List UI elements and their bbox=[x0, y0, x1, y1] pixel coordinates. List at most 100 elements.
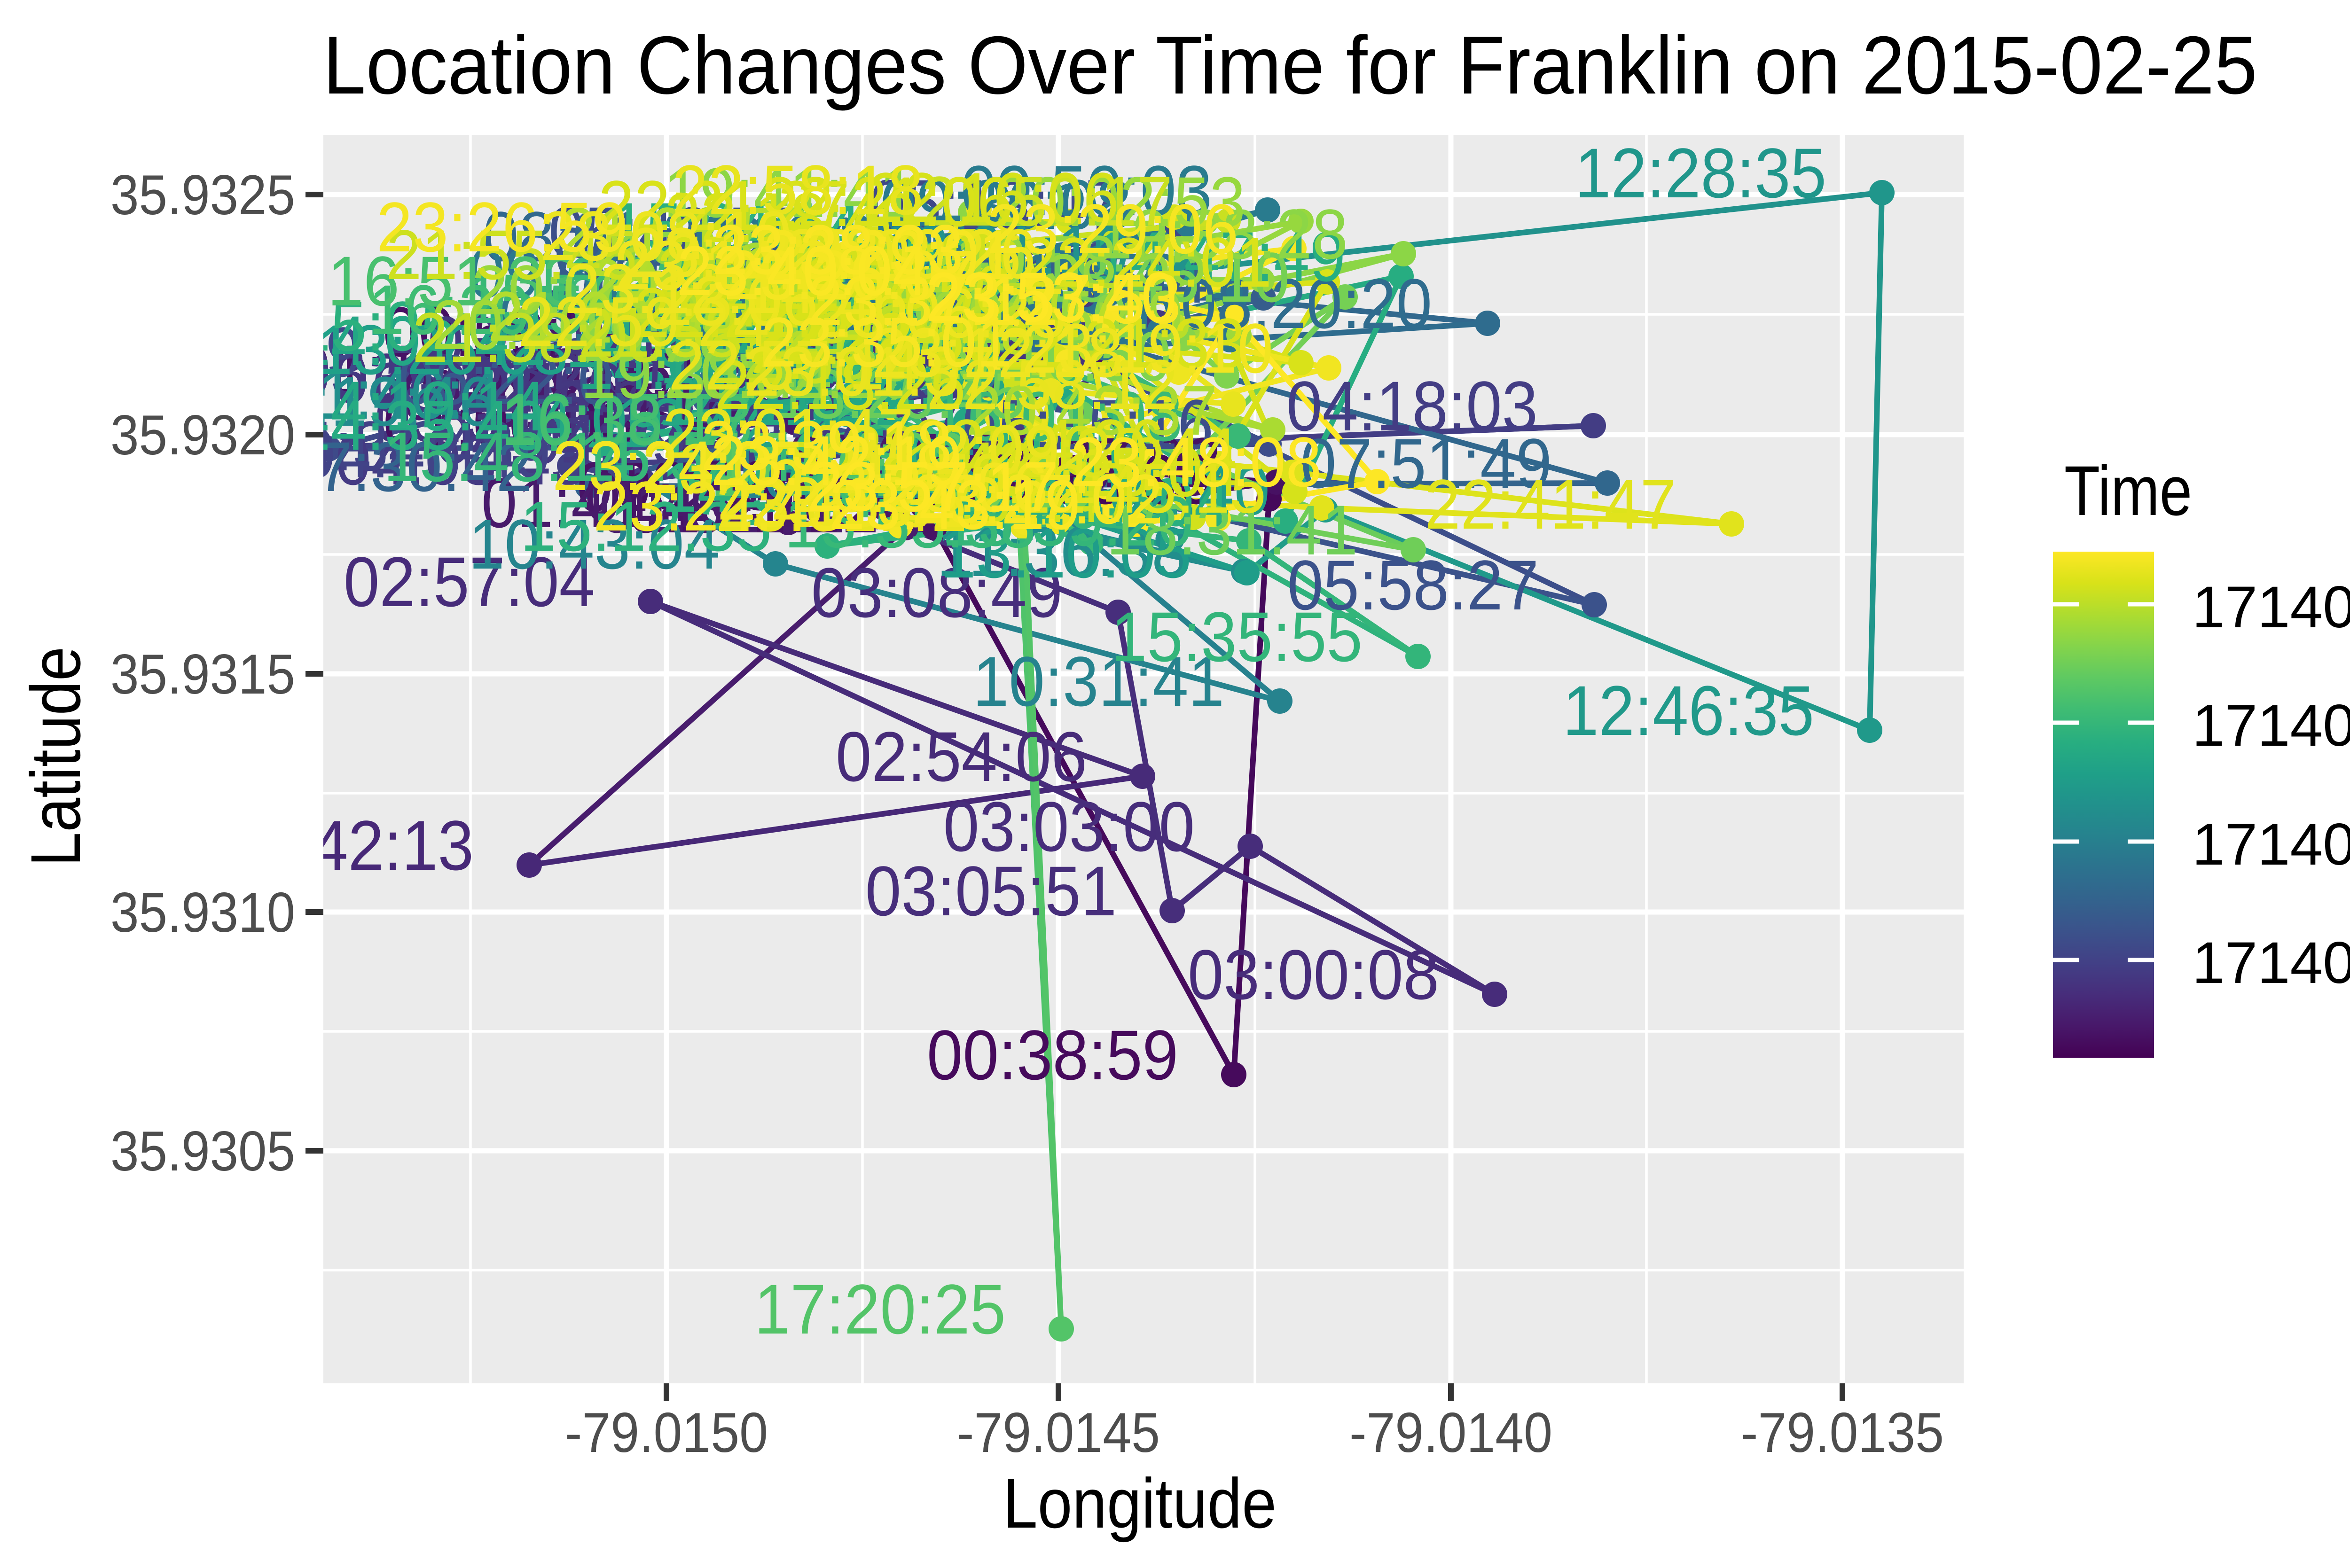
svg-text:22:22:57: 22:22:57 bbox=[749, 298, 1000, 377]
svg-text:10:31:41: 10:31:41 bbox=[973, 642, 1224, 721]
svg-text:22:21:27: 22:21:27 bbox=[598, 166, 850, 245]
svg-text:04:00:52: 04:00:52 bbox=[852, 264, 1103, 343]
svg-text:18:31:41: 18:31:41 bbox=[1106, 491, 1358, 569]
svg-text:01:29:06: 01:29:06 bbox=[421, 334, 673, 413]
svg-text:19:26:10: 19:26:10 bbox=[877, 279, 1128, 358]
svg-text:15:39:20: 15:39:20 bbox=[942, 482, 1193, 561]
svg-text:22:18:40: 22:18:40 bbox=[665, 178, 916, 257]
svg-text:23:02:26: 23:02:26 bbox=[770, 215, 1021, 294]
svg-text:04:04:29: 04:04:29 bbox=[435, 399, 687, 478]
svg-text:22:24:01: 22:24:01 bbox=[1020, 223, 1272, 302]
svg-text:06:51:24: 06:51:24 bbox=[557, 238, 808, 317]
svg-text:23:24:25: 23:24:25 bbox=[552, 426, 804, 505]
svg-text:23:53:40: 23:53:40 bbox=[925, 257, 1177, 336]
svg-text:09:06:23: 09:06:23 bbox=[853, 271, 1104, 350]
svg-text:35.9325: 35.9325 bbox=[110, 164, 295, 226]
svg-text:22:30:44: 22:30:44 bbox=[986, 413, 1237, 492]
svg-text:22:11:43: 22:11:43 bbox=[782, 427, 1034, 506]
svg-text:23:40:04: 23:40:04 bbox=[677, 231, 928, 310]
svg-text:09:14:51: 09:14:51 bbox=[694, 202, 945, 281]
svg-text:15:52:43: 15:52:43 bbox=[579, 417, 830, 496]
svg-text:09:50:03: 09:50:03 bbox=[961, 151, 1212, 230]
svg-text:00:53:40: 00:53:40 bbox=[615, 446, 867, 525]
svg-text:23:35:01: 23:35:01 bbox=[761, 303, 1012, 382]
svg-text:22:21:33: 22:21:33 bbox=[994, 304, 1246, 382]
svg-text:15:12:35: 15:12:35 bbox=[520, 487, 772, 566]
svg-text:22:11:15: 22:11:15 bbox=[657, 234, 909, 312]
svg-text:00:38:59: 00:38:59 bbox=[927, 1015, 1178, 1094]
svg-text:23:01:47: 23:01:47 bbox=[662, 394, 914, 473]
svg-text:23:08:10: 23:08:10 bbox=[540, 196, 791, 275]
svg-text:20:02:53: 20:02:53 bbox=[994, 162, 1246, 241]
svg-text:03:03:00: 03:03:00 bbox=[943, 787, 1195, 866]
svg-text:15:10:11: 15:10:11 bbox=[745, 318, 996, 397]
svg-text:14:09:17: 14:09:17 bbox=[501, 380, 753, 459]
svg-text:05:05:39: 05:05:39 bbox=[110, 312, 361, 391]
svg-text:23:24:43: 23:24:43 bbox=[593, 467, 845, 546]
svg-text:06:39:36: 06:39:36 bbox=[802, 280, 1054, 359]
svg-text:07:51:49: 07:51:49 bbox=[1300, 424, 1552, 503]
svg-text:-79.0140: -79.0140 bbox=[1349, 1401, 1552, 1464]
svg-text:14:12:25: 14:12:25 bbox=[756, 341, 1007, 420]
svg-text:16:04:22: 16:04:22 bbox=[761, 249, 1013, 328]
svg-text:21:57:24: 21:57:24 bbox=[725, 279, 976, 358]
svg-text:20:01:25: 20:01:25 bbox=[682, 261, 933, 340]
svg-text:35.9315: 35.9315 bbox=[110, 643, 295, 706]
svg-text:14:35:40: 14:35:40 bbox=[295, 386, 546, 465]
svg-text:15:11:10: 15:11:10 bbox=[894, 415, 1145, 494]
svg-text:18:20:45: 18:20:45 bbox=[774, 354, 1026, 433]
svg-text:01:41:46: 01:41:46 bbox=[481, 463, 733, 542]
svg-text:11:19:46: 11:19:46 bbox=[244, 362, 495, 441]
svg-text:01:40:14: 01:40:14 bbox=[487, 363, 739, 442]
svg-text:09:15:10: 09:15:10 bbox=[923, 281, 1175, 359]
svg-text:12:01:10: 12:01:10 bbox=[877, 211, 1129, 290]
svg-text:21:58:12: 21:58:12 bbox=[578, 293, 830, 372]
svg-text:14:57:04: 14:57:04 bbox=[979, 462, 1230, 541]
svg-text:20:26:07: 20:26:07 bbox=[431, 285, 683, 364]
svg-text:21:50:17: 21:50:17 bbox=[921, 162, 1173, 241]
svg-text:12:46:35: 12:46:35 bbox=[1563, 671, 1814, 750]
svg-text:22:59:24: 22:59:24 bbox=[518, 282, 769, 361]
svg-text:23:29:06: 23:29:06 bbox=[987, 189, 1238, 268]
svg-text:03:08:49: 03:08:49 bbox=[811, 553, 1063, 632]
svg-text:23:01:37: 23:01:37 bbox=[744, 332, 995, 411]
svg-text:21:04:11: 21:04:11 bbox=[743, 315, 995, 394]
svg-text:01:29:06: 01:29:06 bbox=[544, 273, 795, 351]
svg-text:15:35:55: 15:35:55 bbox=[1111, 597, 1363, 676]
svg-text:16:00:44: 16:00:44 bbox=[627, 262, 879, 341]
svg-text:04:18:03: 04:18:03 bbox=[1286, 367, 1538, 445]
svg-text:16:12:06: 16:12:06 bbox=[722, 225, 973, 304]
svg-text:23:13:31: 23:13:31 bbox=[718, 463, 969, 542]
svg-text:35.9320: 35.9320 bbox=[110, 404, 295, 467]
svg-text:23:25:06: 23:25:06 bbox=[797, 448, 1048, 527]
svg-text:22:07:47: 22:07:47 bbox=[886, 458, 1138, 537]
svg-text:01:28:49: 01:28:49 bbox=[585, 457, 836, 536]
svg-text:21:00:04: 21:00:04 bbox=[488, 277, 739, 356]
svg-text:35.9310: 35.9310 bbox=[110, 881, 295, 944]
svg-text:23:26:07: 23:26:07 bbox=[724, 235, 975, 314]
svg-text:23:00:21: 23:00:21 bbox=[642, 429, 894, 508]
svg-text:23:37:12: 23:37:12 bbox=[807, 261, 1058, 340]
svg-text:11:46:41: 11:46:41 bbox=[286, 355, 538, 434]
svg-text:10:21:15: 10:21:15 bbox=[727, 434, 979, 513]
svg-text:04:02:37: 04:02:37 bbox=[715, 374, 967, 452]
svg-text:22:02:30: 22:02:30 bbox=[846, 411, 1098, 490]
svg-text:17:20:25: 17:20:25 bbox=[754, 1270, 1006, 1349]
svg-text:22:50:21: 22:50:21 bbox=[845, 439, 1096, 518]
svg-text:14:06:42: 14:06:42 bbox=[578, 325, 829, 404]
svg-text:03:46:55: 03:46:55 bbox=[432, 347, 683, 426]
svg-text:19:43:14: 19:43:14 bbox=[613, 217, 865, 296]
svg-text:16:02:22: 16:02:22 bbox=[707, 249, 959, 328]
svg-text:16:51:33: 16:51:33 bbox=[328, 242, 579, 320]
svg-text:01:13:42: 01:13:42 bbox=[295, 330, 546, 409]
svg-text:23:48:08: 23:48:08 bbox=[1070, 422, 1322, 501]
svg-text:11:36:38: 11:36:38 bbox=[937, 512, 1188, 591]
svg-text:15:05:14: 15:05:14 bbox=[295, 287, 546, 366]
svg-text:21:55:45: 21:55:45 bbox=[386, 215, 637, 294]
svg-text:22:21:06: 22:21:06 bbox=[761, 162, 1013, 241]
svg-text:22:16:06: 22:16:06 bbox=[868, 158, 1119, 237]
svg-text:-79.0145: -79.0145 bbox=[957, 1401, 1160, 1464]
svg-text:23:37:53: 23:37:53 bbox=[930, 259, 1181, 338]
svg-text:20:06:11: 20:06:11 bbox=[471, 250, 723, 329]
svg-text:10:43:04: 10:43:04 bbox=[469, 505, 720, 584]
